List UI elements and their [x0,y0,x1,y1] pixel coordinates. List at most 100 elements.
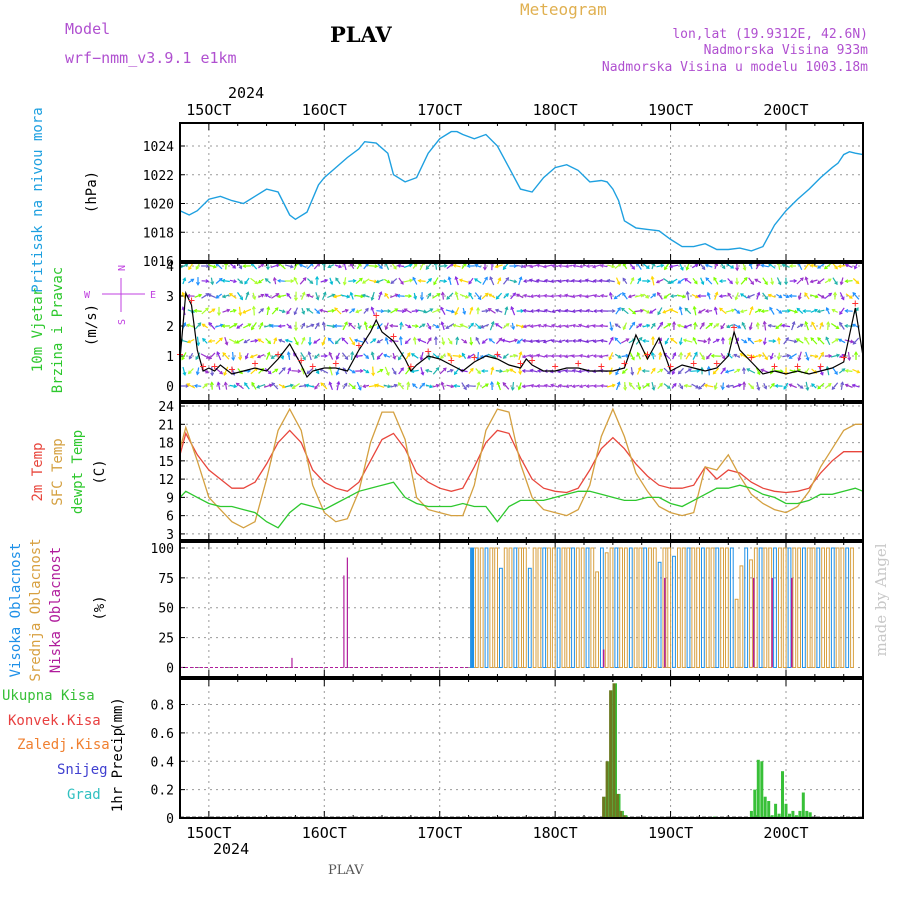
wind-arrowhead [466,264,471,269]
wind-arrowhead [841,368,846,372]
wind-arrow [796,277,804,285]
wind-arrowhead [855,307,859,312]
wind-arrowhead [417,278,422,283]
wind-arrowhead [786,353,791,358]
wind-arrowhead [476,381,481,386]
wind-arrowhead [277,278,281,283]
wind-arrowhead [657,291,661,296]
wind-arrow [342,367,348,375]
wind-arrowhead [458,278,463,283]
wind-arrowhead [694,294,699,299]
wind-arrowhead [305,383,310,388]
wind-arrow [445,309,455,313]
wind-arrowhead [564,278,569,283]
wind-arrow [782,264,790,268]
wind-arrow [391,263,397,270]
wind-arrow [432,384,440,388]
panel-precip: 00.20.40.60.8 [151,678,864,827]
wind-arrowhead [585,368,590,373]
wind-arrowhead [614,337,619,342]
cloud-bar [763,547,768,668]
cloud-bar [590,547,595,668]
wind-arrow [439,367,447,375]
wind-arrowhead [335,371,340,376]
wind-arrow [371,352,375,360]
wind-arrowhead [390,280,395,285]
wind-arrow [348,322,356,330]
cloud-bar [782,547,787,668]
precip-bar [784,803,788,818]
wind-arrowhead [611,309,616,313]
wind-arrow [502,323,510,329]
cloud-bar [710,547,715,668]
wind-arrow [621,307,629,315]
wind-arrow [622,322,628,330]
wind-arrowhead [383,353,387,358]
wind-arrowhead [543,278,548,283]
wind-arrowhead [551,309,556,314]
wind-arrowhead [804,320,809,325]
wind-arrow [650,323,656,329]
wind-arrow [439,265,447,267]
wind-arrowhead [400,281,404,285]
wind-arrow [579,354,587,358]
top-day-label: 20OCT [763,101,808,119]
wind-arrowhead [451,309,456,314]
wind-arrow [245,292,249,300]
wind-arrow [708,337,710,345]
wind-arrow [839,292,845,300]
wind-arrowhead [783,371,788,376]
wind-arrow [530,384,538,388]
wind-arrow [278,325,286,327]
wind-arrow [477,352,479,360]
wind-arrow [349,336,355,346]
wind-arrow [852,384,860,388]
wind-arrow [572,384,580,388]
cloud-bar [734,598,739,668]
wind-arrowhead [267,370,272,375]
wind-arrow [433,277,439,285]
wind-arrow [509,368,517,374]
wind-arrow [322,322,326,330]
wind-arrowhead [511,326,516,331]
wind-arrowhead [776,356,781,361]
wind-arrowhead [371,372,376,377]
wind-arrowhead [720,325,725,330]
wind-arrowhead [837,264,842,269]
wind-arrowhead [453,371,458,376]
precip-bar [770,815,774,818]
wind-arrowhead [611,264,616,269]
wind-arrowhead [622,326,627,331]
wind-arrow [468,368,474,374]
wind-arrow [740,277,748,285]
wind-arrowhead [536,368,541,373]
wind-arrowhead [697,309,702,314]
wind-arrowhead [599,383,604,388]
wind-arrow [264,384,272,388]
wind-arrowhead [592,293,597,298]
wind-arrow [265,293,271,299]
wind-arrowhead [762,341,767,346]
ytick-label: 0.4 [151,755,175,770]
wind-arrow [684,323,692,329]
wind-arrowhead [195,356,199,361]
wind-arrow [383,278,391,284]
wind-arrow [349,308,355,314]
wind-arrow [236,338,244,344]
wind-arrow [306,278,314,284]
wind-arrow [550,384,560,388]
wind-arrowhead [445,325,450,329]
wind-arrow [278,309,286,313]
wind-arrowhead [243,339,248,344]
wind-arrowhead [468,280,472,285]
wind-arrowhead [265,266,270,271]
wind-arrowhead [826,321,831,326]
wind-arrowhead [823,265,828,270]
wind-arrow [523,309,531,313]
ytick-label: 1020 [143,198,174,213]
wind-arrowhead [781,263,786,268]
wind-arrowhead [542,264,547,269]
wind-arrow [714,382,718,390]
wind-arrow [586,309,594,313]
panel-frame [179,262,864,402]
